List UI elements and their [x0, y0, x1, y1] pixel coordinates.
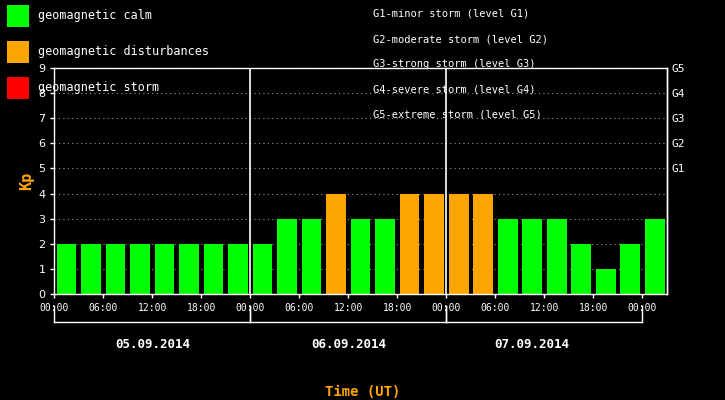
- Bar: [278, 219, 297, 294]
- Text: geomagnetic disturbances: geomagnetic disturbances: [38, 46, 209, 58]
- Text: geomagnetic calm: geomagnetic calm: [38, 10, 152, 22]
- Bar: [571, 244, 591, 294]
- Bar: [523, 219, 542, 294]
- Bar: [106, 244, 125, 294]
- Text: G2-moderate storm (level G2): G2-moderate storm (level G2): [373, 34, 548, 44]
- Bar: [351, 219, 370, 294]
- Bar: [400, 194, 420, 294]
- Y-axis label: Kp: Kp: [19, 172, 34, 190]
- Bar: [302, 219, 321, 294]
- Text: G5-extreme storm (level G5): G5-extreme storm (level G5): [373, 110, 542, 120]
- Bar: [424, 194, 444, 294]
- Bar: [621, 244, 640, 294]
- Bar: [326, 194, 346, 294]
- Text: 05.09.2014: 05.09.2014: [115, 338, 190, 350]
- Bar: [473, 194, 493, 294]
- Bar: [449, 194, 468, 294]
- Bar: [155, 244, 175, 294]
- Bar: [498, 219, 518, 294]
- Bar: [596, 269, 616, 294]
- Text: geomagnetic storm: geomagnetic storm: [38, 82, 159, 94]
- Text: G4-severe storm (level G4): G4-severe storm (level G4): [373, 84, 536, 94]
- Bar: [81, 244, 101, 294]
- Bar: [130, 244, 150, 294]
- Text: 07.09.2014: 07.09.2014: [494, 338, 570, 350]
- Text: G1-minor storm (level G1): G1-minor storm (level G1): [373, 9, 530, 19]
- Bar: [204, 244, 223, 294]
- Bar: [645, 219, 665, 294]
- Bar: [57, 244, 76, 294]
- Text: 06.09.2014: 06.09.2014: [311, 338, 386, 350]
- Bar: [253, 244, 273, 294]
- Bar: [179, 244, 199, 294]
- Bar: [547, 219, 566, 294]
- Bar: [376, 219, 395, 294]
- Bar: [228, 244, 248, 294]
- Text: Time (UT): Time (UT): [325, 385, 400, 399]
- Text: G3-strong storm (level G3): G3-strong storm (level G3): [373, 60, 536, 70]
